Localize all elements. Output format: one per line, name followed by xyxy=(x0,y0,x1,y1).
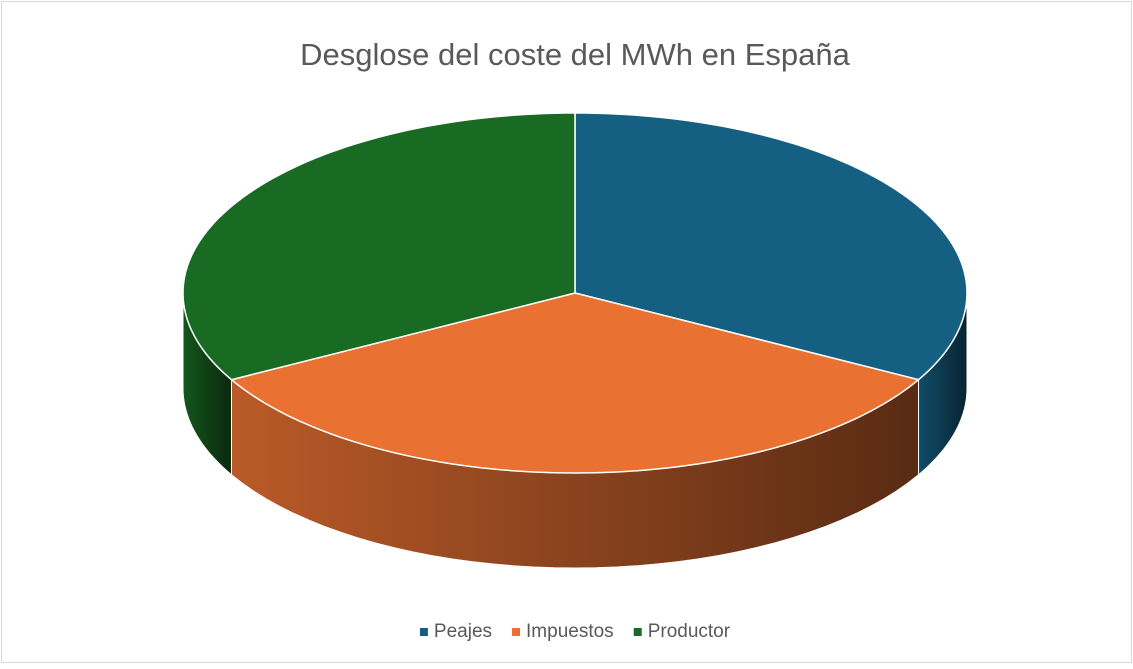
pie-slice xyxy=(182,112,576,381)
chart-title: Desglose del coste del MWh en España xyxy=(300,37,850,72)
legend-label: Peajes xyxy=(434,621,492,642)
legend-label: Impuestos xyxy=(526,621,614,642)
legend-swatch xyxy=(419,628,428,636)
pie-slice xyxy=(574,112,968,381)
legend-swatch xyxy=(512,628,521,636)
legend-label: Productor xyxy=(648,621,731,642)
legend-swatch xyxy=(633,628,642,636)
pie-slice xyxy=(229,292,921,474)
